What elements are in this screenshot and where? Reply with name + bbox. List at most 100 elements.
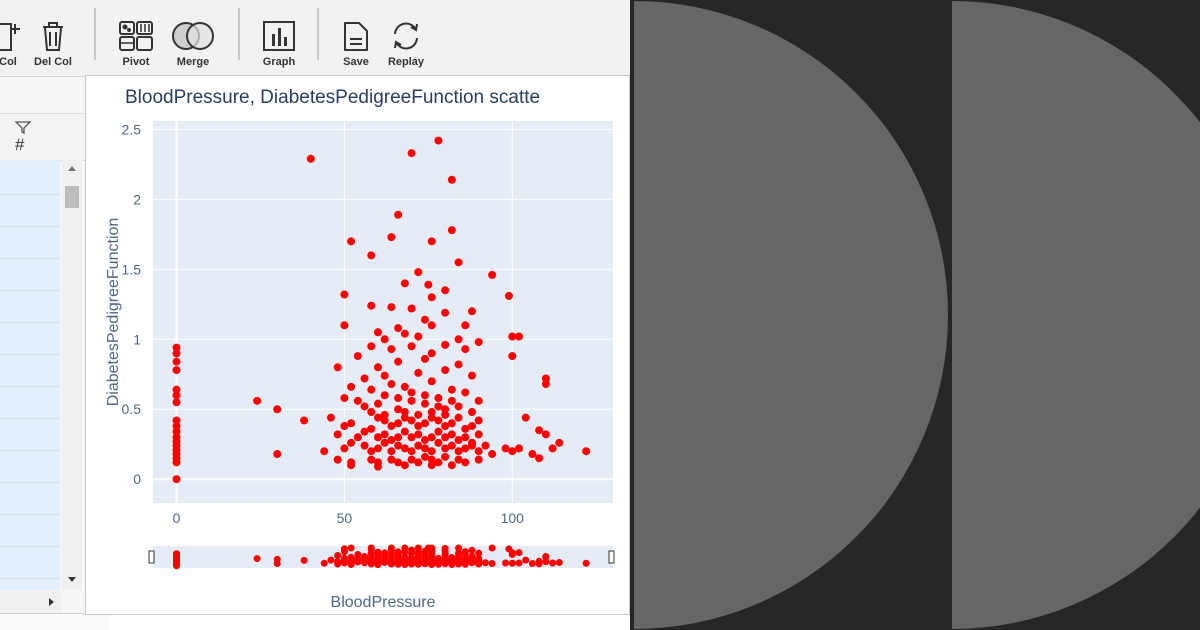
scatter-point (347, 382, 356, 391)
scatter-point (172, 343, 181, 352)
range-slider-point (549, 559, 557, 567)
scatter-point (394, 441, 403, 450)
scatter-point (333, 455, 342, 464)
save-label: Save (343, 56, 369, 68)
range-slider-point (394, 554, 402, 562)
horizontal-scrollbar[interactable] (0, 591, 62, 613)
scatter-point (347, 461, 356, 470)
scatter-point (394, 210, 403, 219)
scatter-point (400, 444, 409, 453)
scatter-chart[interactable]: BloodPressure, DiabetesPedigreeFunction … (86, 76, 629, 614)
scatter-point (541, 380, 550, 389)
row-divider (0, 546, 60, 547)
scatter-point (514, 444, 523, 453)
range-slider-point (320, 559, 328, 567)
replay-button[interactable]: Replay (382, 6, 430, 68)
scatter-point (380, 410, 389, 419)
scatter-point (380, 438, 389, 447)
pivot-button[interactable]: Pivot (112, 6, 160, 68)
gridlines (153, 121, 613, 503)
scatter-point (461, 424, 470, 433)
scroll-right-arrow-icon[interactable] (48, 597, 56, 607)
pivot-label: Pivot (122, 56, 150, 68)
scatter-point (420, 444, 429, 453)
range-slider-point (340, 548, 348, 556)
scatter-point (172, 357, 181, 366)
range-slider-left-handle[interactable] (148, 550, 155, 564)
scatter-point (326, 413, 335, 422)
row-divider (0, 290, 60, 291)
decorative-panel-left (634, 0, 948, 630)
scatter-point (474, 455, 483, 464)
save-button[interactable]: Save (336, 6, 376, 68)
y-tick-label: 2.5 (122, 121, 142, 137)
scatter-point (454, 447, 463, 456)
scatter-point (427, 408, 436, 417)
scatter-point (387, 455, 396, 464)
range-slider-point (455, 560, 463, 568)
scatter-point (541, 430, 550, 439)
graph-button[interactable]: Graph (256, 6, 302, 68)
range-slider-point (273, 559, 281, 567)
scatter-point (420, 315, 429, 324)
scatter-point (504, 291, 513, 300)
add-column-label: Col (0, 56, 17, 68)
range-slider-point (414, 556, 422, 564)
scatter-point (467, 371, 476, 380)
range-slider-right-handle[interactable] (608, 550, 615, 564)
scroll-down-arrow-icon[interactable] (67, 576, 77, 584)
scatter-point (414, 410, 423, 419)
scrollbar-thumb[interactable] (65, 186, 79, 208)
range-slider-point (253, 555, 261, 563)
column-header[interactable]: # (0, 113, 86, 161)
row-divider (0, 450, 60, 451)
range-slider-point (555, 558, 563, 566)
range-slider-point (401, 548, 409, 556)
scatter-point (454, 335, 463, 344)
range-slider-point (461, 560, 469, 568)
range-slider-point (448, 561, 456, 569)
scatter-point (535, 426, 544, 435)
merge-button[interactable]: Merge (166, 6, 220, 68)
decorative-panel-right (952, 0, 1200, 630)
range-slider-point (434, 560, 442, 568)
scatter-point (394, 458, 403, 467)
range-slider-point (508, 559, 516, 567)
add-column-button[interactable]: Col (0, 6, 28, 68)
range-slider-point (367, 556, 375, 564)
scatter-point (394, 419, 403, 428)
scroll-up-arrow-icon[interactable] (67, 164, 77, 172)
scatter-point (467, 441, 476, 450)
scatter-point (461, 388, 470, 397)
scatter-point (414, 268, 423, 277)
scatter-point (340, 290, 349, 299)
scatter-point (367, 342, 376, 351)
scatter-point (414, 458, 423, 467)
range-slider-point (475, 560, 483, 568)
vertical-scrollbar[interactable] (62, 160, 82, 590)
scatter-point (407, 433, 416, 442)
merge-icon (172, 22, 214, 50)
scatter-point (501, 444, 510, 453)
scatter-point (521, 413, 530, 422)
grid-column-cells[interactable] (0, 160, 60, 590)
row-divider (0, 258, 60, 259)
scatter-point (541, 374, 550, 383)
scatter-point (461, 321, 470, 330)
scatter-point (414, 368, 423, 377)
filter-icon[interactable] (14, 120, 32, 134)
delete-column-button[interactable]: Del Col (28, 6, 78, 68)
scatter-point (434, 402, 443, 411)
scatter-point (353, 433, 362, 442)
scatter-point (407, 455, 416, 464)
scatter-point (387, 422, 396, 431)
range-slider-point (340, 559, 348, 567)
scatter-point (447, 430, 456, 439)
pivot-icon (119, 21, 153, 51)
scatter-point (441, 452, 450, 461)
y-axis-ticks: 0 0.5 1 1.5 2 2.5 (122, 121, 142, 487)
scatter-point (373, 413, 382, 422)
range-slider-point (535, 560, 543, 568)
scatter-point (367, 447, 376, 456)
scatter-point (340, 422, 349, 431)
